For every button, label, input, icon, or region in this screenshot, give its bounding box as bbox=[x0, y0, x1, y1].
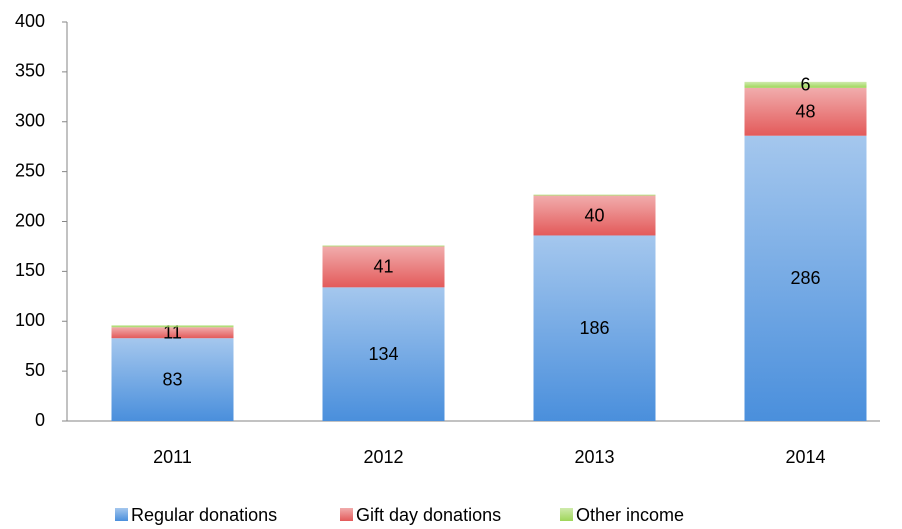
data-label: 134 bbox=[368, 344, 398, 364]
bar-segment bbox=[111, 327, 234, 339]
bar-segment bbox=[533, 195, 656, 236]
y-tick-label: 50 bbox=[25, 360, 45, 380]
data-label: 83 bbox=[162, 369, 182, 389]
bar-segment bbox=[744, 81, 867, 88]
bar-segment bbox=[533, 194, 656, 196]
data-label: 286 bbox=[790, 268, 820, 288]
bar-segment bbox=[744, 135, 867, 421]
y-tick-label: 0 bbox=[35, 410, 45, 430]
bar-segment bbox=[322, 287, 445, 421]
y-tick-label: 400 bbox=[15, 11, 45, 31]
bar-segment bbox=[322, 246, 445, 288]
legend-swatch bbox=[115, 508, 128, 521]
y-tick-label: 250 bbox=[15, 160, 45, 180]
x-tick-label: 2012 bbox=[363, 447, 403, 467]
y-tick-label: 300 bbox=[15, 111, 45, 131]
y-tick-label: 350 bbox=[15, 61, 45, 81]
bar-segment bbox=[111, 338, 234, 421]
data-label: 186 bbox=[579, 318, 609, 338]
x-tick-label: 2011 bbox=[153, 447, 192, 467]
legend-swatch bbox=[340, 508, 353, 521]
data-label: 40 bbox=[584, 205, 604, 225]
x-tick-label: 2013 bbox=[574, 447, 614, 467]
data-label: 11 bbox=[163, 322, 182, 342]
y-tick-label: 150 bbox=[15, 260, 45, 280]
data-label: 41 bbox=[373, 257, 393, 277]
bar-segment bbox=[744, 87, 867, 136]
legend-label: Gift day donations bbox=[356, 505, 501, 525]
data-label: 6 bbox=[800, 75, 810, 95]
y-tick-label: 200 bbox=[15, 210, 45, 230]
x-tick-label: 2014 bbox=[785, 447, 825, 467]
legend-swatch bbox=[560, 508, 573, 521]
bar-segment bbox=[533, 235, 656, 421]
bar-segment bbox=[322, 245, 445, 247]
bar-segment bbox=[111, 325, 234, 328]
legend-label: Other income bbox=[576, 505, 684, 525]
legend-label: Regular donations bbox=[131, 505, 277, 525]
y-tick-label: 100 bbox=[15, 310, 45, 330]
data-label: 48 bbox=[795, 102, 815, 122]
